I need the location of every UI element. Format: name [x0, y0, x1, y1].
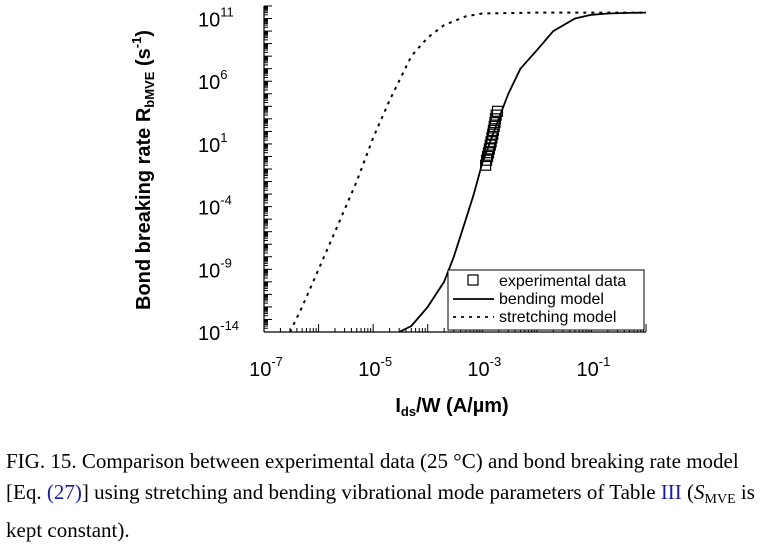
equation-link[interactable]: (27) — [46, 480, 82, 504]
legend: experimental data bending model stretchi… — [447, 269, 645, 331]
experimental-data-point — [489, 113, 502, 125]
experimental-data-point — [481, 154, 493, 166]
chart: 10-7 10-5 10-3 10-1101110610110-410-910-14 … — [129, 5, 647, 419]
stretching-model-line — [289, 11, 646, 333]
y-tick-label: 10-9 — [198, 255, 232, 282]
legend-marker-experimental — [467, 274, 479, 286]
caption-text: ] using stretching and bending vibration… — [81, 480, 661, 504]
x-tick-label: 10-3 — [467, 354, 501, 381]
caption-text: FIG. 15. Comparison between experimental… — [6, 449, 739, 504]
figure-caption: FIG. 15. Comparison between experimental… — [6, 446, 768, 546]
series — [289, 11, 647, 333]
x-tick-label: 10-7 — [249, 354, 283, 381]
y-tick-label: 1011 — [198, 5, 234, 32]
y-tick-label: 106 — [198, 67, 227, 94]
legend-box — [447, 269, 645, 331]
legend-label-stretching: stretching model — [499, 309, 616, 326]
y-tick-label: 101 — [198, 130, 227, 157]
y-tick-label: 10-14 — [198, 318, 239, 345]
bending-model-line — [398, 11, 647, 333]
legend-label-experimental: experimental data — [499, 273, 626, 290]
y-axis-title: Bond breaking rate RbMVE (s-1) — [129, 30, 157, 310]
caption-subscript: MVE — [704, 492, 736, 507]
caption-symbol: S — [694, 480, 705, 504]
caption-text: ( — [681, 480, 695, 504]
experimental-data-point — [487, 128, 499, 140]
experimental-data-point — [490, 109, 502, 121]
x-axis-title: Ids/W (A/µm) — [395, 395, 508, 419]
tick-labels: 10-7 10-5 10-3 10-1 1011 106 101 10-4 10-9 10-14 — [198, 5, 610, 381]
experimental-data-point — [486, 132, 498, 144]
experimental-data-point — [482, 150, 494, 163]
ticks — [263, 5, 647, 333]
x-tick-label: 10-5 — [358, 354, 392, 381]
legend-label-bending: bending model — [499, 291, 604, 308]
table-link[interactable]: III — [660, 480, 682, 504]
caption-text: is kept constant). — [6, 480, 755, 542]
x-tick-label: 10-1 — [577, 354, 611, 381]
y-tick-label: 10-4 — [198, 193, 232, 220]
